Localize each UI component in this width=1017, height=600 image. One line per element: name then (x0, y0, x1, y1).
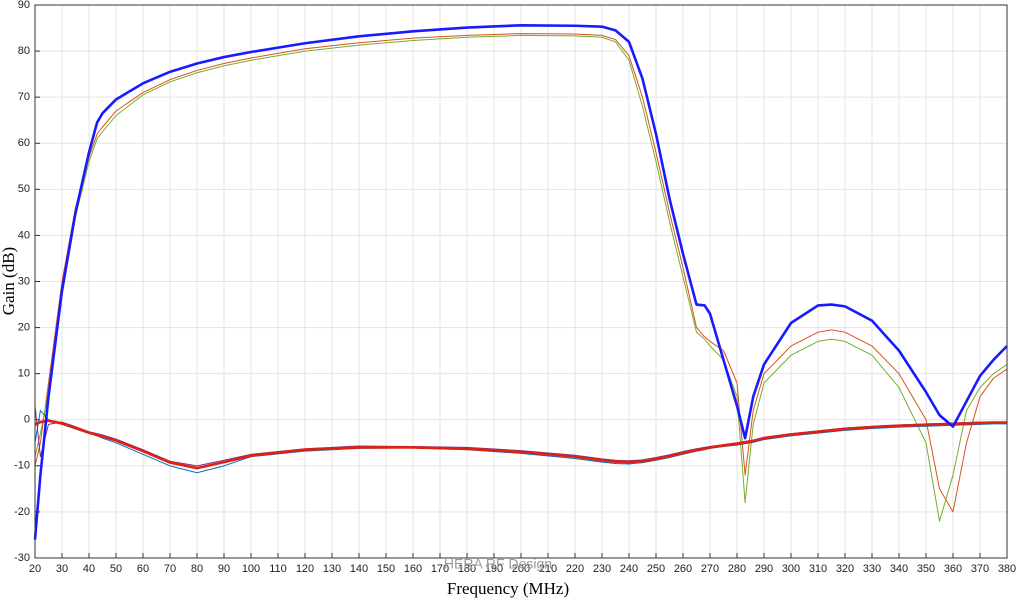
x-tick-label: 260 (674, 563, 692, 575)
y-tick-label: 90 (18, 0, 30, 11)
x-tick-label: 320 (836, 563, 854, 575)
grid (34, 4, 1008, 559)
x-tick-label: 290 (755, 563, 773, 575)
x-tick-label: 120 (296, 563, 314, 575)
lines (33, 23, 1008, 540)
x-tick-label: 210 (539, 563, 557, 575)
y-tick-label: 40 (18, 229, 30, 241)
x-tick-label: 230 (593, 563, 611, 575)
x-tick-label: 70 (164, 563, 176, 575)
y-tick-label: 10 (18, 368, 30, 380)
x-tick-label: 80 (191, 563, 203, 575)
y-tick-label: 50 (18, 183, 30, 195)
x-tick-label: 200 (512, 563, 530, 575)
x-tick-label: 220 (566, 563, 584, 575)
x-tick-label: 340 (890, 563, 908, 575)
x-tick-label: 270 (701, 563, 719, 575)
series-line (34, 410, 1007, 474)
x-tick-label: 310 (809, 563, 827, 575)
y-tick-label: -30 (14, 552, 30, 564)
y-tick-label: 30 (18, 275, 30, 287)
x-tick-label: 150 (377, 563, 395, 575)
x-tick-label: 160 (404, 563, 422, 575)
x-tick-label: 370 (971, 563, 989, 575)
x-tick-label: 60 (137, 563, 149, 575)
x-tick-label: 350 (917, 563, 935, 575)
x-tick-label: 50 (110, 563, 122, 575)
x-tick-label: 280 (728, 563, 746, 575)
x-tick-label: 20 (29, 563, 41, 575)
ticks: 20 30 40 50 60 70 80 90 100 110 120 130 140 150 160 170… (14, 0, 1016, 575)
x-tick-label: 140 (350, 563, 368, 575)
watermark: HERA RF Design (444, 556, 552, 572)
series-line (34, 419, 1007, 470)
x-tick-label: 240 (620, 563, 638, 575)
x-tick-label: 40 (83, 563, 95, 575)
x-tick-label: 380 (998, 563, 1016, 575)
series-line (33, 23, 1008, 540)
y-tick-label: 60 (18, 137, 30, 149)
x-tick-label: 130 (323, 563, 341, 575)
x-tick-label: 30 (56, 563, 68, 575)
x-tick-label: 250 (647, 563, 665, 575)
x-tick-label: 180 (458, 563, 476, 575)
x-tick-label: 300 (782, 563, 800, 575)
x-tick-label: 330 (863, 563, 881, 575)
y-axis-label: Gain (dB) (0, 247, 18, 315)
x-tick-label: 190 (485, 563, 503, 575)
x-tick-label: 90 (218, 563, 230, 575)
y-tick-label: -10 (14, 460, 30, 472)
series-line (34, 33, 1008, 513)
series-line (34, 34, 1008, 522)
y-tick-label: 20 (18, 321, 30, 333)
x-tick-label: 170 (431, 563, 449, 575)
y-tick-label: 80 (18, 45, 30, 57)
y-tick-label: 70 (18, 91, 30, 103)
y-tick-label: 0 (24, 414, 30, 426)
x-tick-label: 110 (269, 563, 287, 575)
x-tick-label: 360 (944, 563, 962, 575)
y-tick-label: -20 (14, 506, 30, 518)
x-tick-label: 100 (242, 563, 260, 575)
x-axis-label: Frequency (MHz) (447, 579, 569, 598)
